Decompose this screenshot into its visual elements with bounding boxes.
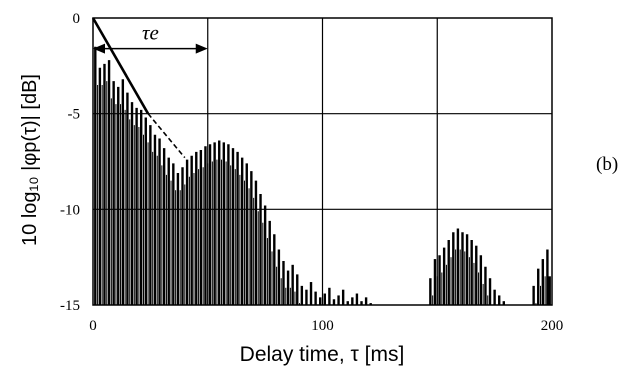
x-axis-label: Delay time, τ [ms] (240, 343, 405, 366)
y-tick-labels: 0 -5 -10 -15 (60, 11, 80, 314)
tau-e-annotation: τe (93, 21, 208, 54)
envelope-layer (91, 17, 186, 159)
y-tick-label: 0 (73, 11, 81, 27)
envelope-line (91, 17, 150, 115)
tau-e-arrowhead-right (195, 43, 208, 54)
y-tick-label: -15 (60, 298, 80, 314)
x-tick-label: 0 (89, 318, 97, 334)
plot-frame (92, 17, 553, 306)
y-tick-label: -5 (68, 107, 81, 123)
y-tick-label: -10 (60, 202, 80, 218)
x-tick-label: 200 (541, 318, 564, 334)
bars-layer (94, 46, 551, 305)
tau-e-arrowhead-left (93, 43, 105, 54)
y-axis-label: 10 log₁₀ |φp(τ)| [dB] (19, 74, 41, 246)
envelope-dashed-line (147, 113, 186, 159)
x-tick-label: 100 (311, 318, 334, 334)
x-tick-labels: 0 100 200 (89, 318, 563, 334)
panel-label: (b) (596, 154, 618, 175)
tau-e-label: τe (142, 21, 159, 45)
